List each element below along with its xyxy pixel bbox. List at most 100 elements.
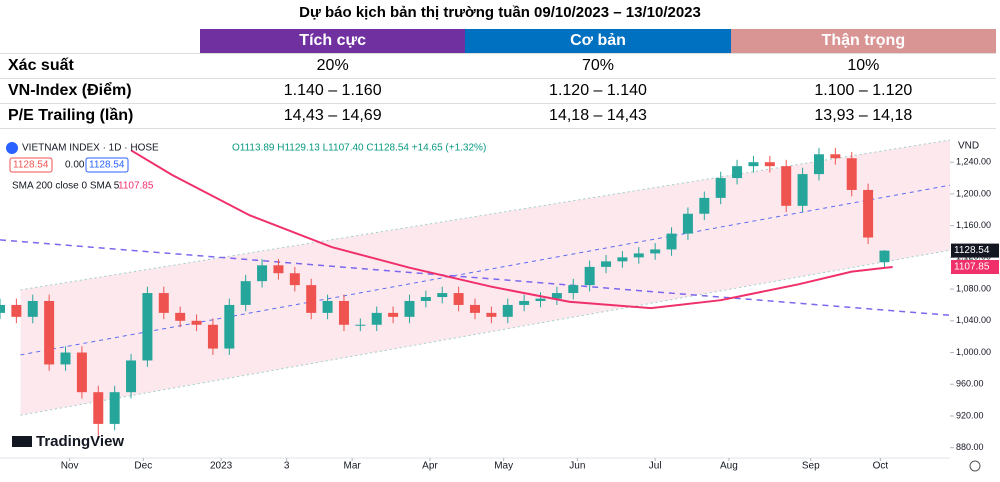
y-tick-label: 1,000.00 xyxy=(956,347,991,357)
y-tick-label: 1,080.00 xyxy=(956,283,991,293)
candle-body xyxy=(764,162,775,167)
candle-body xyxy=(699,197,710,214)
table-cell: 1.120 – 1.140 xyxy=(465,78,731,104)
candle-body xyxy=(142,293,153,361)
candle-body xyxy=(682,213,693,234)
candle-body xyxy=(207,324,218,349)
x-tick-label: Aug xyxy=(720,461,738,472)
candle-body xyxy=(437,293,448,298)
symbol-icon xyxy=(6,142,18,154)
x-tick-label: Mar xyxy=(344,461,362,472)
candle-body xyxy=(109,392,120,424)
column-header: Thận trọng xyxy=(730,29,996,54)
candle-body xyxy=(420,297,431,301)
logo-mark xyxy=(12,436,32,447)
table-cell: 20% xyxy=(200,53,466,79)
candle-body xyxy=(781,166,792,206)
scenario-table: Tích cực Cơ bản Thận trọng Xác suất 20% 70% 10… xyxy=(0,29,996,129)
channel-middle xyxy=(20,184,951,356)
column-header: Cơ bản xyxy=(465,29,731,54)
candle-body xyxy=(371,312,382,325)
table-cell: 70% xyxy=(465,53,731,79)
table-cell: 14,43 – 14,69 xyxy=(200,103,466,129)
candle-body xyxy=(44,300,55,365)
candle-body xyxy=(240,281,251,305)
candle-body xyxy=(76,352,87,393)
x-tick-label: Jul xyxy=(649,461,662,472)
y-tick-label: 1,240.00 xyxy=(956,157,991,167)
row-label: VN-Index (Điểm) xyxy=(0,78,200,104)
candle-body xyxy=(633,253,644,258)
candle-body xyxy=(732,166,743,179)
candle-body xyxy=(617,257,628,262)
indicator: SMA 200 close 0 SMA 5 xyxy=(12,181,120,192)
quote-box xyxy=(9,157,53,173)
candle-body xyxy=(338,300,349,325)
chart: 880.00 920.00 960.00 1,000.00 1,040.00 1,080.… xyxy=(0,136,1000,482)
candle-body xyxy=(551,293,562,299)
x-tick-label: Jun xyxy=(569,461,585,472)
x-tick-label: Dec xyxy=(134,461,152,472)
y-tick-label: 880.00 xyxy=(956,442,984,452)
channel-band xyxy=(20,140,951,416)
candle-body xyxy=(797,174,808,206)
x-tick-label: 3 xyxy=(284,461,290,472)
ohlc: O1113.89 H1129.13 L1107.40 C1128.54 +14.… xyxy=(232,143,486,154)
table-row: Xác suất 20% 70% 10% xyxy=(0,53,996,79)
candle-body xyxy=(715,178,726,198)
price-tag-label: 1107.85 xyxy=(954,262,990,273)
quote-box xyxy=(85,157,129,173)
candle-body xyxy=(486,312,497,317)
candle-body xyxy=(863,189,874,238)
indicator-value: 1107.85 xyxy=(118,181,154,192)
x-tick-label: Sep xyxy=(802,461,820,472)
candle-body xyxy=(601,261,612,267)
candle-body xyxy=(11,304,22,317)
x-tick-label: May xyxy=(494,461,513,472)
candle-body xyxy=(93,392,104,424)
candle-body xyxy=(650,249,661,254)
candle-body xyxy=(27,300,38,317)
candle-body xyxy=(388,312,399,317)
candle-body xyxy=(273,265,284,274)
quote-value: 0.00 xyxy=(65,160,85,171)
candle-body xyxy=(158,293,169,313)
settings-icon xyxy=(969,460,981,472)
candle-body xyxy=(748,162,759,167)
y-tick-label: 960.00 xyxy=(956,379,984,389)
table-cell: 10% xyxy=(730,53,996,79)
price-tag xyxy=(951,260,999,275)
table-row: P/E Trailing (lần) 14,43 – 14,69 14,18 – 1… xyxy=(0,103,996,129)
candle-body xyxy=(846,158,857,190)
table-cell: 1.100 – 1.120 xyxy=(730,78,996,104)
table-cell: 14,18 – 14,43 xyxy=(465,103,731,129)
y-tick-label: 920.00 xyxy=(956,410,984,420)
candle-body xyxy=(306,285,317,313)
y-tick-label: 1,040.00 xyxy=(956,315,991,325)
y-tick-label: 1,200.00 xyxy=(956,188,991,198)
candle-body xyxy=(535,298,546,301)
channel-lower xyxy=(20,249,951,416)
candle-body xyxy=(191,320,202,325)
column-header: Tích cực xyxy=(200,29,466,54)
title: Dự báo kịch bản thị trường tuần 09/10/20… xyxy=(299,4,701,21)
candle-body xyxy=(0,304,5,313)
price-tag xyxy=(951,243,999,258)
candle-body xyxy=(519,300,530,305)
x-tick-label: 2023 xyxy=(210,461,233,472)
sma-line xyxy=(130,149,893,310)
candle-body xyxy=(404,300,415,317)
corner xyxy=(0,29,200,54)
table-cell: 1.140 – 1.160 xyxy=(200,78,466,104)
brand: TradingView xyxy=(36,433,124,450)
row-label: Xác suất xyxy=(0,53,200,79)
price-tag-label: 1128.54 xyxy=(954,245,990,256)
y-tick-label: 1,160.00 xyxy=(956,220,991,230)
candle-body xyxy=(584,266,595,286)
candle-body xyxy=(568,285,579,294)
candle-body xyxy=(60,352,71,365)
candle-body xyxy=(879,250,890,263)
candle-body xyxy=(830,154,841,159)
x-tick-label: Apr xyxy=(422,461,438,472)
